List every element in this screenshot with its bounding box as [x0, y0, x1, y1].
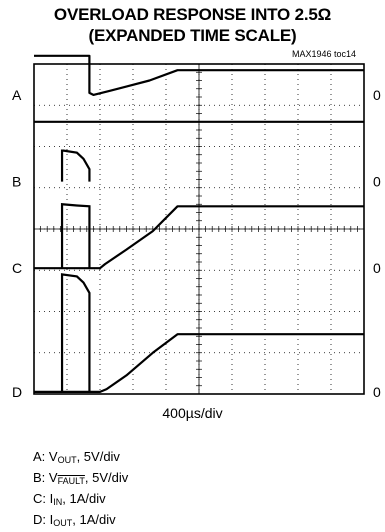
timebase-label: 400µs/div [162, 405, 223, 421]
channel-legend: A: VOUT, 5V/div B: VFAULT, 5V/div C: IIN… [33, 448, 128, 532]
trace-c-pulse [60, 203, 91, 269]
trace-c [34, 205, 364, 270]
legend-item-d: D: IOUT, 1A/div [33, 512, 116, 528]
figure-id: MAX1946 toc14 [291, 49, 356, 59]
legend-item-a: A: VOUT, 5V/div [33, 449, 120, 465]
legend-item-c: C: IIN, 1A/div [33, 491, 106, 507]
legend-item-b: B: VFAULT, 5V/div [33, 470, 129, 486]
channel-label-c: C [12, 260, 22, 276]
zero-marker-a: 0 [373, 87, 381, 103]
trace-b-pulse [60, 149, 91, 182]
chart-subtitle: (EXPANDED TIME SCALE) [88, 26, 297, 45]
chart-title: OVERLOAD RESPONSE INTO 2.5Ω [53, 5, 332, 24]
zero-marker-c: 0 [373, 260, 381, 276]
zero-marker-b: 0 [373, 174, 381, 190]
channel-label-d: D [12, 384, 22, 400]
channel-label-a: A [12, 87, 22, 103]
channel-label-b: B [12, 174, 21, 190]
trace-d [34, 333, 364, 393]
zero-marker-d: 0 [373, 384, 381, 400]
trace-d-pulse [60, 273, 91, 392]
trace-a [34, 54, 364, 96]
